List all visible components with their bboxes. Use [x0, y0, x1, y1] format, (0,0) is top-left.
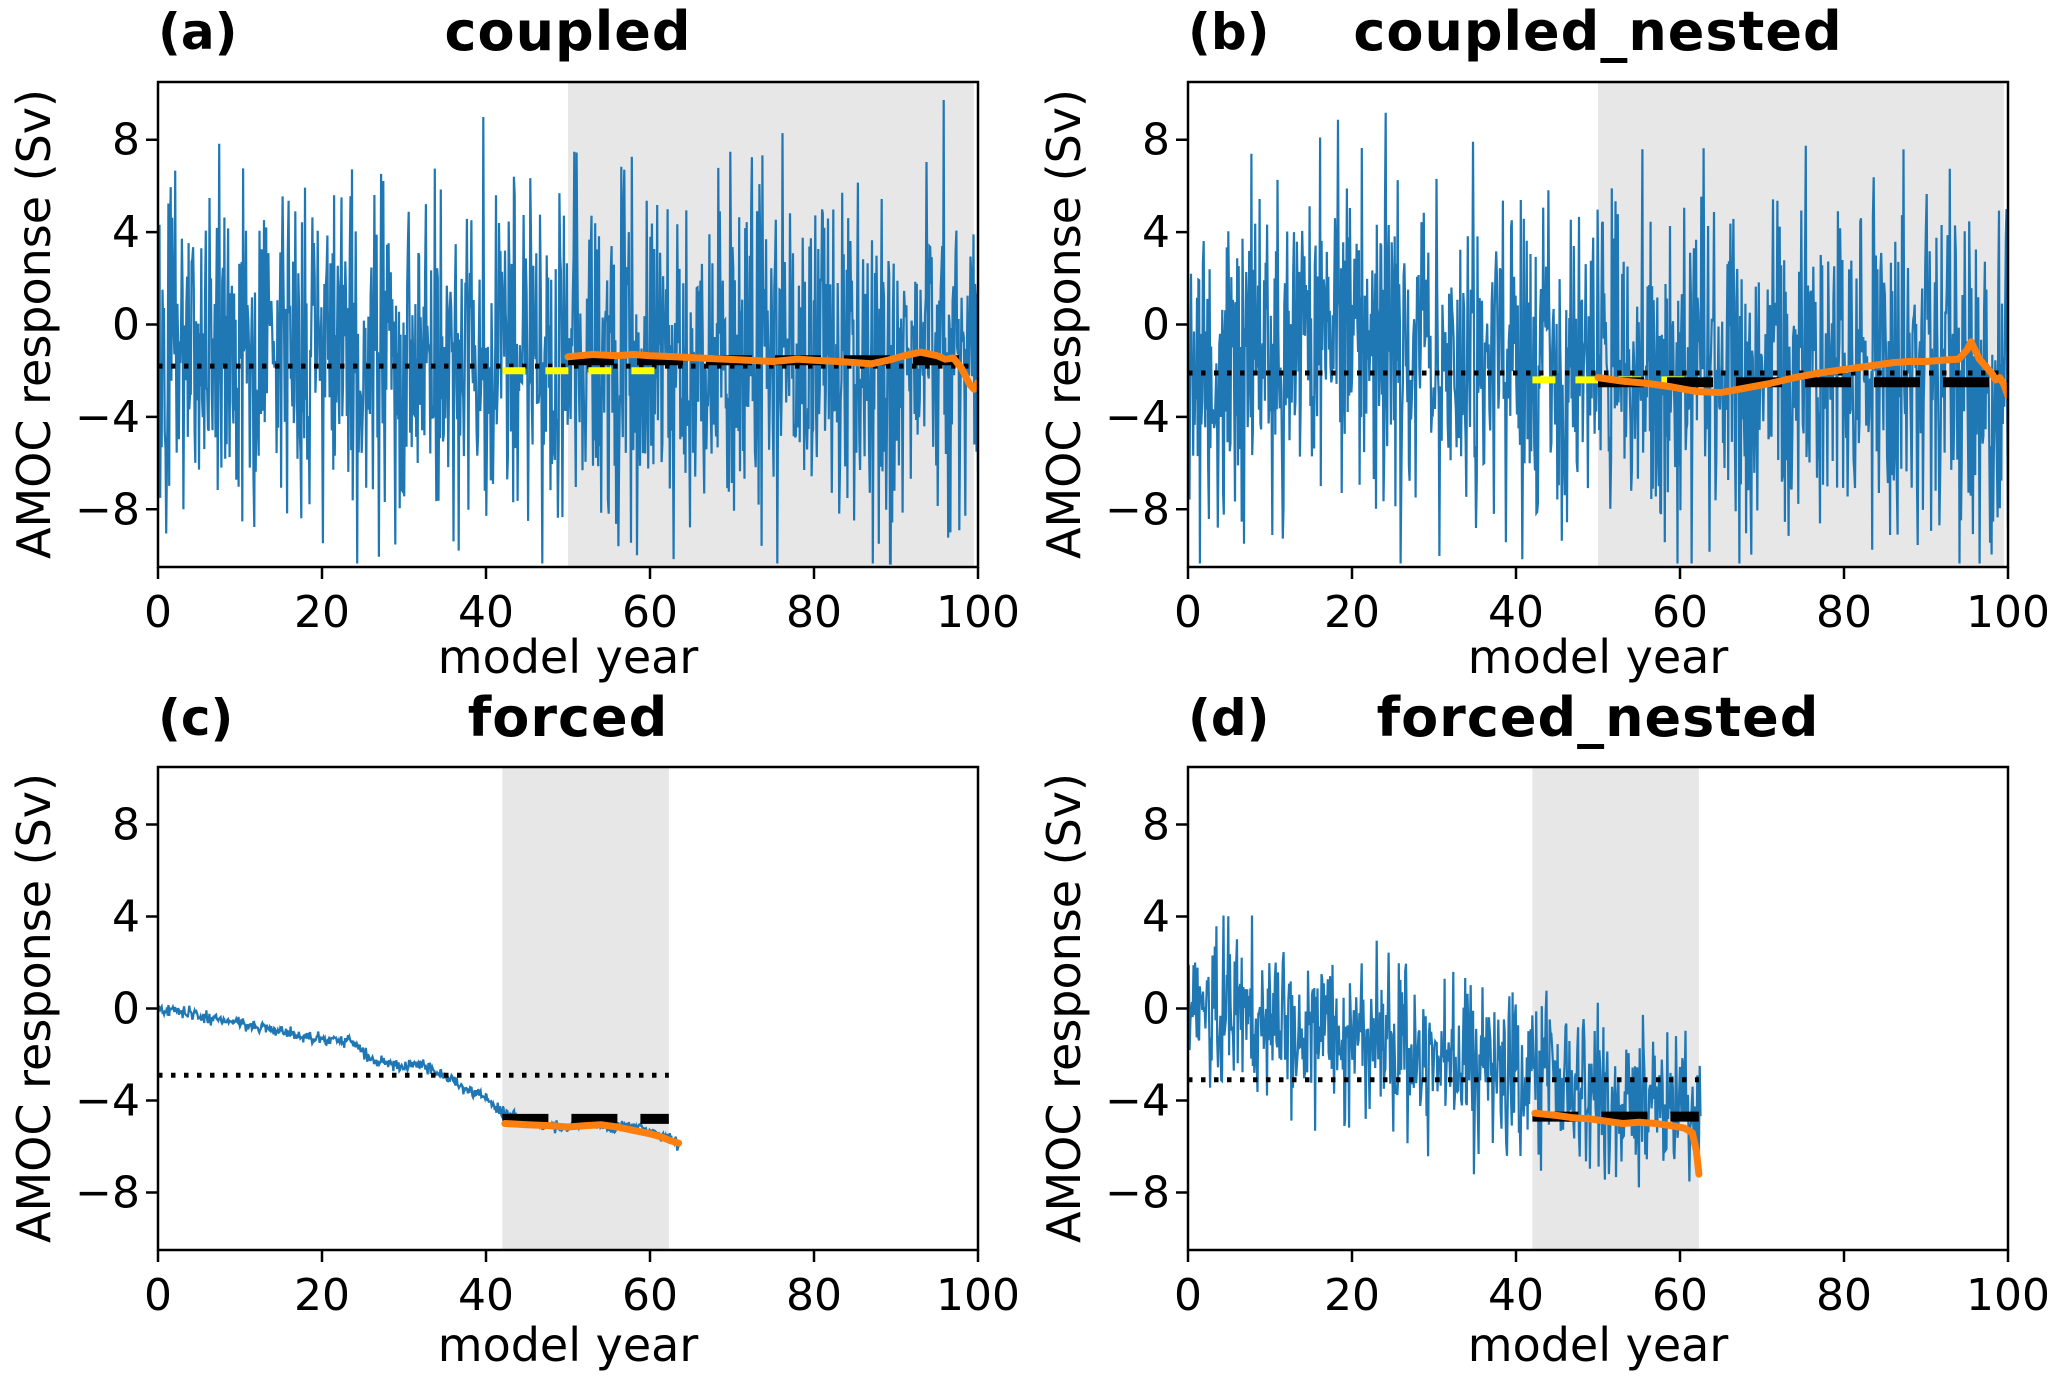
y-tick-label: −4 — [1105, 392, 1170, 443]
panel-c: 0 20 40 60 80 100 −8 −4 0 4 8 — [75, 765, 1020, 1321]
y-tick-label: −8 — [1105, 484, 1170, 535]
y-tick-label: 4 — [1142, 207, 1170, 258]
y-ticks: −8 −4 0 4 8 — [1105, 800, 1188, 1219]
panel-d-ylabel: AMOC response (Sv) — [1037, 773, 1091, 1243]
x-tick-label: 20 — [294, 1270, 350, 1321]
panel-a-ylabel: AMOC response (Sv) — [7, 89, 61, 559]
x-tick-label: 40 — [1488, 587, 1544, 638]
x-ticks: 0 20 40 60 80 100 — [144, 1250, 1020, 1321]
panel-b-ylabel: AMOC response (Sv) — [1037, 89, 1091, 559]
y-tick-label: 0 — [112, 984, 140, 1035]
x-tick-label: 40 — [458, 587, 514, 638]
x-tick-label: 60 — [1652, 587, 1708, 638]
y-ticks: −8 −4 0 4 8 — [75, 800, 158, 1219]
x-tick-label: 80 — [1816, 587, 1872, 638]
y-tick-label: −4 — [75, 1076, 140, 1127]
panel-a-title-row: (a) coupled — [158, 2, 978, 64]
y-ticks: −8 −4 0 4 8 — [75, 115, 158, 535]
orange-analysis-line — [501, 1120, 683, 1147]
y-tick-label: 8 — [1142, 800, 1170, 851]
x-tick-label: 0 — [144, 587, 172, 638]
panel-c-label: (c) — [158, 689, 234, 747]
panel-d: 0 20 40 60 80 100 −8 −4 0 4 8 — [1105, 765, 2050, 1321]
y-tick-label: 4 — [112, 892, 140, 943]
panel-c-title: forced — [467, 686, 669, 749]
panel-b-xlabel: model year — [1467, 630, 1729, 684]
orange-analysis-line — [564, 348, 978, 393]
blue-noisy-series — [158, 99, 978, 565]
y-tick-label: 0 — [1142, 300, 1170, 351]
y-tick-label: 0 — [112, 300, 140, 351]
panel-a-xlabel: model year — [437, 630, 699, 684]
x-tick-label: 100 — [936, 587, 1020, 638]
panel-b-title-row: (b) coupled_nested — [1188, 2, 2008, 64]
y-tick-label: −8 — [75, 1168, 140, 1219]
orange-analysis-line — [1531, 1109, 1703, 1178]
x-tick-label: 20 — [1324, 1270, 1380, 1321]
x-tick-label: 0 — [1174, 1270, 1202, 1321]
x-tick-label: 60 — [622, 587, 678, 638]
panel-d-xlabel: model year — [1467, 1318, 1729, 1372]
x-tick-label: 100 — [936, 1270, 1020, 1321]
panel-a-title: coupled — [444, 0, 692, 63]
x-tick-label: 20 — [1324, 587, 1380, 638]
y-tick-label: −8 — [1105, 1168, 1170, 1219]
x-ticks: 0 20 40 60 80 100 — [1174, 567, 2050, 638]
y-tick-label: −8 — [75, 484, 140, 535]
x-tick-label: 20 — [294, 587, 350, 638]
x-tick-label: 60 — [1652, 1270, 1708, 1321]
x-ticks: 0 20 40 60 80 100 — [1174, 1250, 2050, 1321]
x-tick-label: 0 — [144, 1270, 172, 1321]
panel-a-label: (a) — [158, 3, 238, 61]
shaded-region — [502, 767, 669, 1250]
panel-a: 0 20 40 60 80 100 −8 −4 0 4 8 — [75, 80, 1020, 638]
x-tick-label: 80 — [786, 587, 842, 638]
x-tick-label: 100 — [1966, 587, 2050, 638]
panel-d-title-row: (d) forced_nested — [1188, 688, 2008, 750]
shaded-region — [1532, 767, 1699, 1250]
x-tick-label: 0 — [1174, 587, 1202, 638]
orange-analysis-line — [1594, 338, 2008, 400]
y-tick-label: −4 — [75, 392, 140, 443]
y-tick-label: 4 — [1142, 892, 1170, 943]
x-tick-label: 100 — [1966, 1270, 2050, 1321]
y-tick-label: 8 — [112, 115, 140, 166]
blue-noisy-series — [1188, 915, 1702, 1188]
panel-b-title: coupled_nested — [1353, 0, 1843, 63]
y-tick-label: 0 — [1142, 984, 1170, 1035]
x-tick-label: 80 — [1816, 1270, 1872, 1321]
x-tick-label: 80 — [786, 1270, 842, 1321]
panel-d-label: (d) — [1188, 689, 1270, 747]
y-tick-label: −4 — [1105, 1076, 1170, 1127]
panel-b-label: (b) — [1188, 3, 1270, 61]
y-tick-label: 4 — [112, 207, 140, 258]
x-ticks: 0 20 40 60 80 100 — [144, 567, 1020, 638]
panel-c-xlabel: model year — [437, 1318, 699, 1372]
panel-c-ylabel: AMOC response (Sv) — [7, 773, 61, 1243]
x-tick-label: 60 — [622, 1270, 678, 1321]
blue-noisy-series — [1188, 112, 2008, 564]
y-tick-label: 8 — [1142, 115, 1170, 166]
x-tick-label: 40 — [458, 1270, 514, 1321]
panel-d-title: forced_nested — [1376, 686, 1820, 749]
panel-b: 0 20 40 60 80 100 −8 −4 0 4 8 — [1105, 80, 2050, 638]
panel-c-title-row: (c) forced — [158, 688, 978, 750]
y-tick-label: 8 — [112, 800, 140, 851]
y-ticks: −8 −4 0 4 8 — [1105, 115, 1188, 535]
x-tick-label: 40 — [1488, 1270, 1544, 1321]
